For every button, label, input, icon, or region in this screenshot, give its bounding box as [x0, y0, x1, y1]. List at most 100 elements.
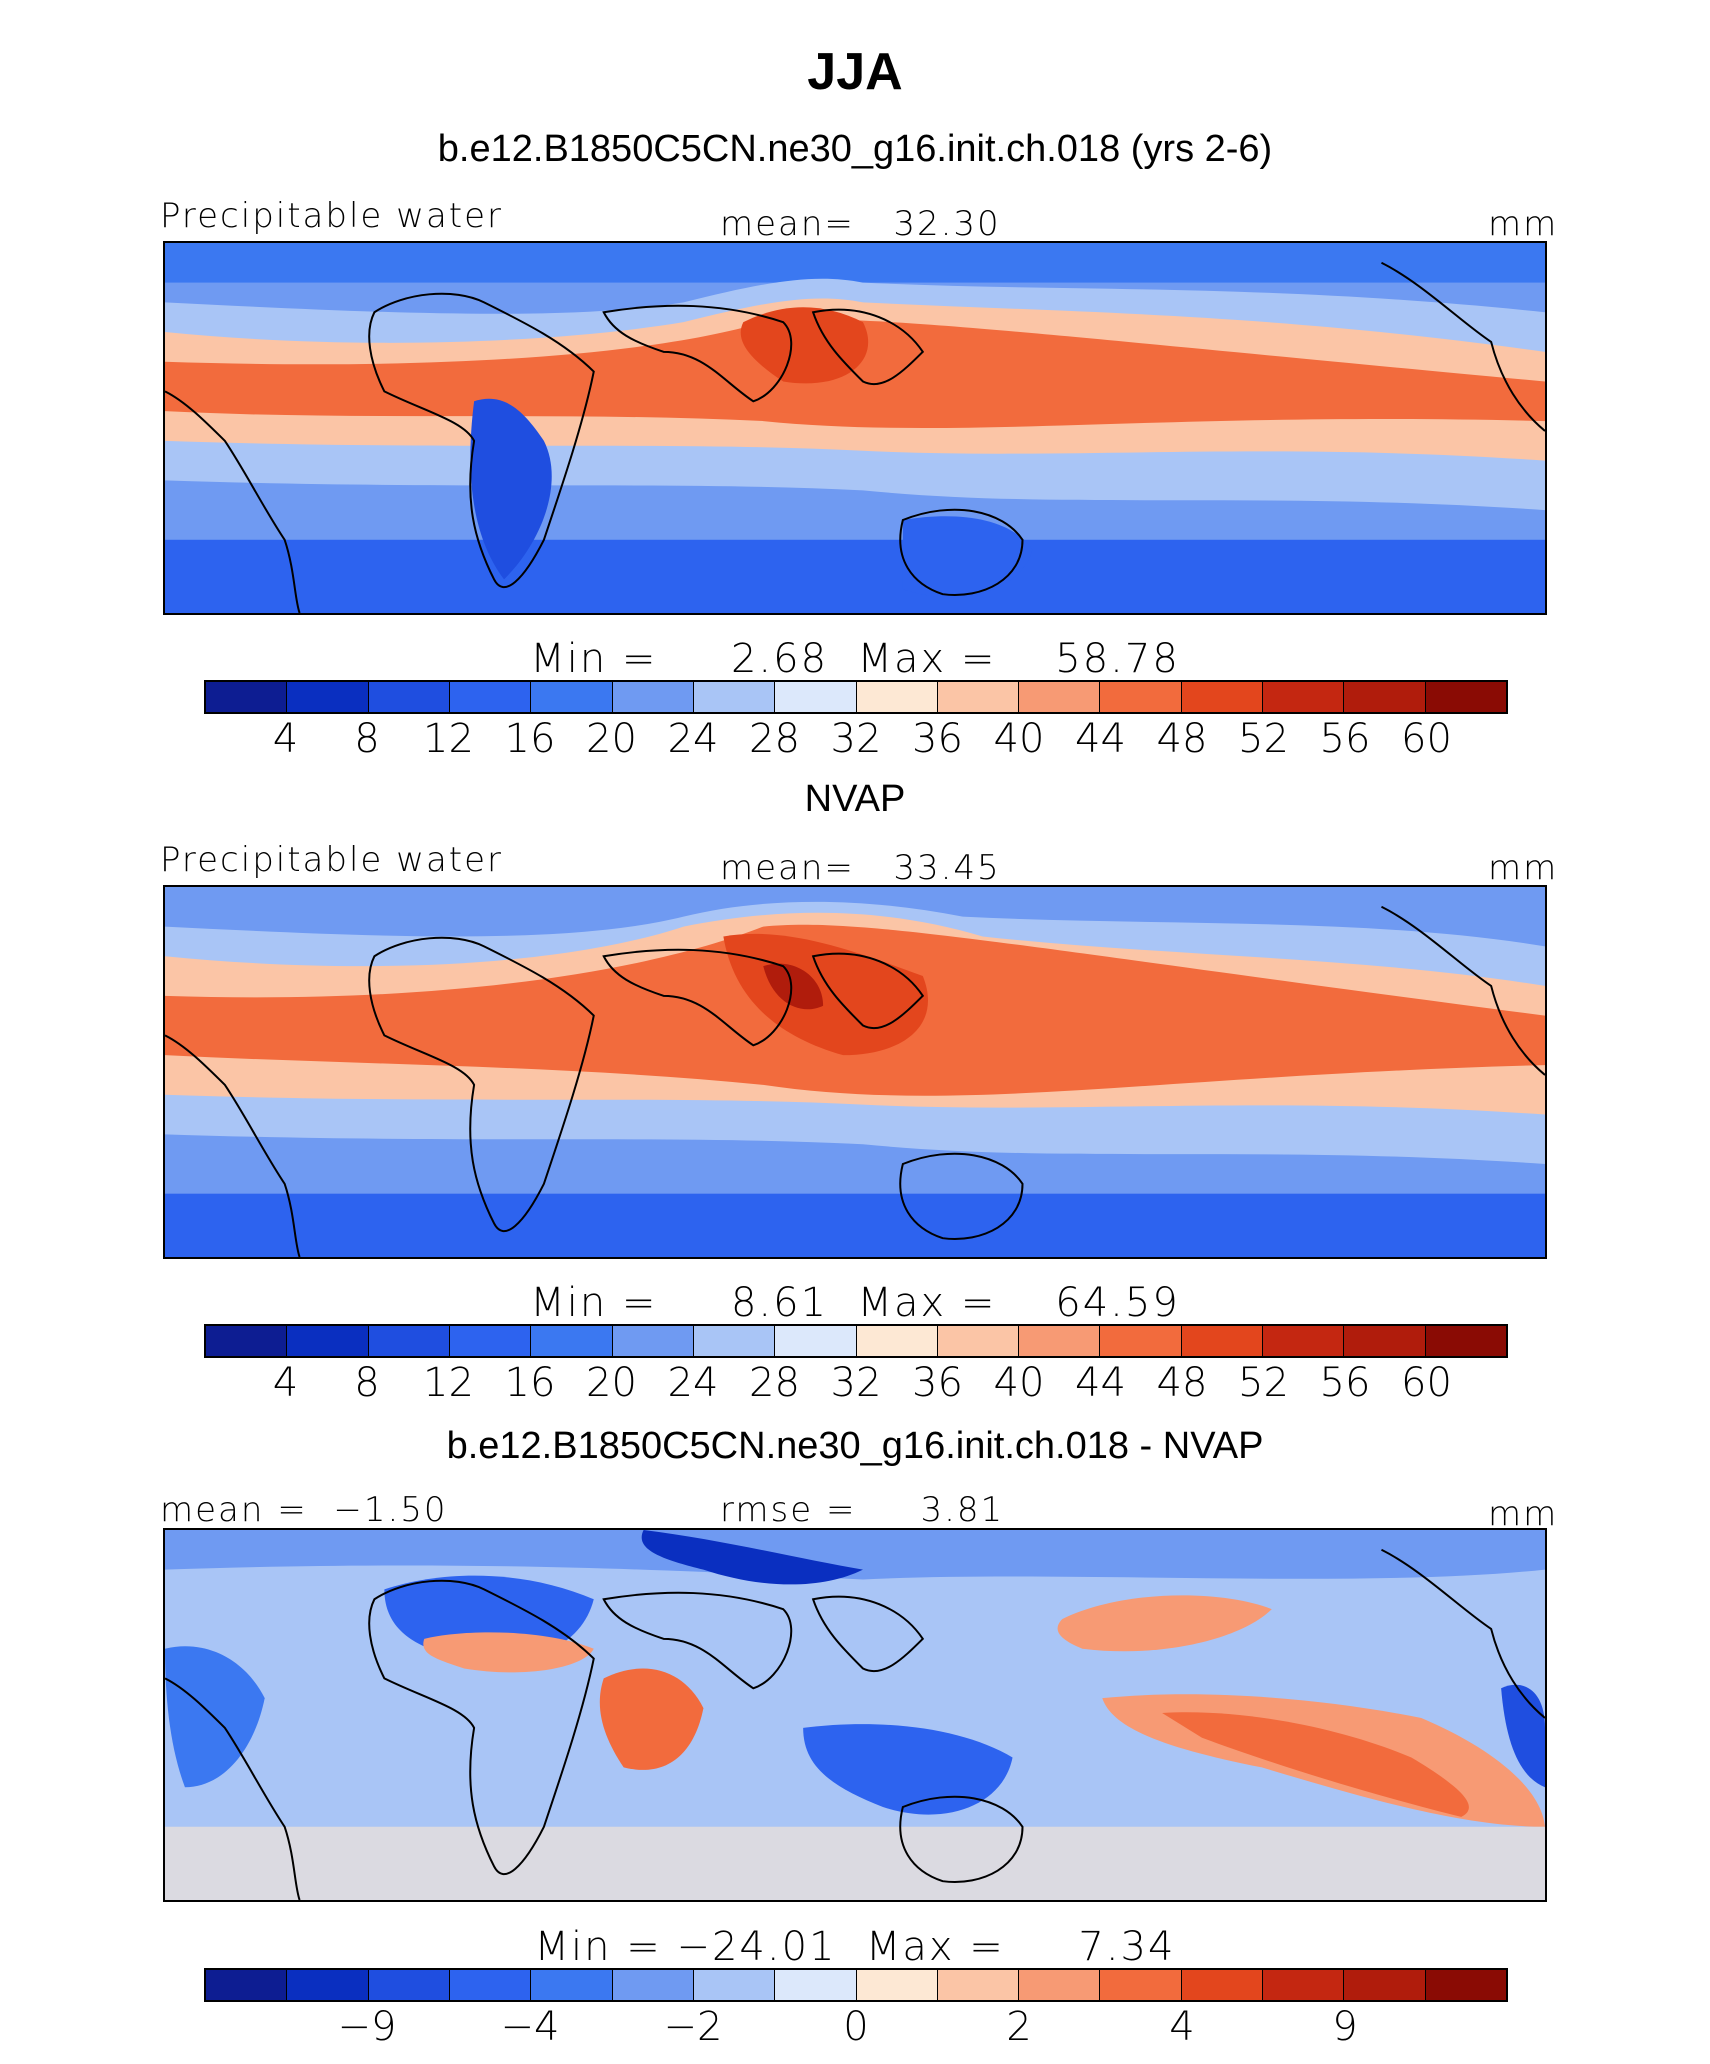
colorbar-cell	[206, 1970, 288, 2000]
colorbar-cell	[856, 1970, 938, 2000]
panel3-colorbar-ticks: −9 −4 −2 0 2 4 9	[204, 2004, 1508, 2050]
colorbar-tick-label: 24	[667, 1360, 719, 1406]
panel3-heading: b.e12.B1850C5CN.ne30_g16.init.ch.018 - N…	[446, 1425, 1264, 1467]
colorbar-tick-label: 52	[1238, 716, 1289, 762]
colorbar-tick-label: 48	[1156, 1360, 1208, 1406]
panel3-left-label: mean = −1.50	[160, 1490, 448, 1530]
colorbar-cell	[1019, 1326, 1101, 1356]
colorbar-cell	[693, 1970, 776, 2000]
panel3-colorbar	[204, 1968, 1508, 2002]
colorbar-tick-label: 24	[667, 716, 719, 762]
colorbar-cell	[937, 1326, 1020, 1356]
colorbar-tick-label: 28	[749, 716, 800, 762]
colorbar-cell	[1263, 682, 1345, 712]
colorbar-cell	[1181, 1326, 1264, 1356]
colorbar-cell	[1181, 682, 1264, 712]
colorbar-tick-label: −2	[663, 2004, 723, 2050]
colorbar-cell	[287, 1326, 369, 1356]
colorbar-cell	[1100, 1326, 1182, 1356]
panel2-center-label: mean= 33.45	[720, 848, 1001, 888]
colorbar-tick-label: 16	[504, 716, 556, 762]
colorbar-tick-label: 60	[1401, 1360, 1452, 1406]
colorbar-tick-label: 52	[1238, 1360, 1289, 1406]
panel3-map	[163, 1528, 1547, 1902]
colorbar-cell	[775, 1326, 857, 1356]
colorbar-cell	[531, 1970, 613, 2000]
panel1-colorbar-ticks: 4 8 12 16 20 24 28 32 36 40 44 48 52 56 60	[204, 716, 1508, 762]
colorbar-cell	[1263, 1326, 1345, 1356]
colorbar-cell	[1019, 1970, 1101, 2000]
colorbar-cell	[775, 682, 857, 712]
panel1-center-label: mean= 32.30	[720, 204, 1001, 244]
colorbar-tick-label: 8	[354, 716, 380, 762]
colorbar-cell	[1425, 1326, 1506, 1356]
colorbar-tick-label: 44	[1075, 716, 1126, 762]
colorbar-cell	[1344, 1326, 1426, 1356]
colorbar-cell	[937, 1970, 1020, 2000]
main-title: JJA	[807, 43, 903, 101]
colorbar-cell	[1019, 682, 1101, 712]
colorbar-cell	[1181, 1970, 1264, 2000]
colorbar-tick-label: 20	[586, 1360, 637, 1406]
panel2-heading: NVAP	[804, 778, 906, 820]
colorbar-tick-label: 36	[912, 716, 963, 762]
panel2-stats: Min = 8.61 Max = 64.59	[530, 1280, 1180, 1326]
colorbar-tick-label: 16	[504, 1360, 556, 1406]
colorbar-tick-label: 9	[1332, 2004, 1358, 2050]
panel2-colorbar	[204, 1324, 1508, 1358]
panel3-stats: Min = −24.01 Max = 7.34	[534, 1924, 1176, 1970]
panel1-colorbar	[204, 680, 1508, 714]
panel2-colorbar-ticks: 4 8 12 16 20 24 28 32 36 40 44 48 52 56 60	[204, 1360, 1508, 1406]
colorbar-tick-label: 2	[1006, 2004, 1032, 2050]
colorbar-cell	[531, 1326, 613, 1356]
colorbar-cell	[1100, 1970, 1182, 2000]
colorbar-cell	[1344, 682, 1426, 712]
panel1-right-label: mm	[1488, 204, 1559, 244]
colorbar-tick-label: 8	[354, 1360, 380, 1406]
colorbar-cell	[1263, 1970, 1345, 2000]
panel1-stats: Min = 2.68 Max = 58.78	[530, 636, 1180, 682]
colorbar-cell	[287, 682, 369, 712]
colorbar-cell	[1344, 1970, 1426, 2000]
colorbar-cell	[775, 1970, 857, 2000]
colorbar-tick-label: 20	[586, 716, 637, 762]
colorbar-tick-label: 12	[423, 716, 474, 762]
colorbar-cell	[368, 1326, 450, 1356]
colorbar-tick-label: 32	[830, 716, 882, 762]
colorbar-cell	[368, 1970, 450, 2000]
colorbar-cell	[693, 682, 776, 712]
colorbar-cell	[937, 682, 1020, 712]
colorbar-tick-label: 48	[1156, 716, 1208, 762]
panel3-right-label: mm	[1488, 1494, 1559, 1534]
colorbar-cell	[1425, 682, 1506, 712]
colorbar-tick-label: 28	[749, 1360, 800, 1406]
colorbar-tick-label: 36	[912, 1360, 963, 1406]
colorbar-tick-label: 4	[272, 716, 299, 762]
colorbar-tick-label: 32	[830, 1360, 882, 1406]
colorbar-cell	[612, 1326, 694, 1356]
colorbar-tick-label: 12	[423, 1360, 474, 1406]
panel2-right-label: mm	[1488, 848, 1559, 888]
colorbar-tick-label: −9	[337, 2004, 397, 2050]
panel1-heading: b.e12.B1850C5CN.ne30_g16.init.ch.018 (yr…	[437, 128, 1273, 170]
colorbar-cell	[856, 682, 938, 712]
colorbar-cell	[856, 1326, 938, 1356]
colorbar-cell	[1425, 1970, 1506, 2000]
colorbar-cell	[206, 682, 288, 712]
colorbar-cell	[368, 682, 450, 712]
colorbar-tick-label: 40	[993, 716, 1045, 762]
colorbar-cell	[693, 1326, 776, 1356]
colorbar-tick-label: 56	[1319, 1360, 1371, 1406]
colorbar-tick-label: 4	[1169, 2004, 1195, 2050]
colorbar-cell	[449, 1970, 532, 2000]
panel2-map	[163, 885, 1547, 1259]
colorbar-cell	[612, 1970, 694, 2000]
colorbar-tick-label: −4	[500, 2004, 560, 2050]
colorbar-tick-label: 60	[1401, 716, 1452, 762]
colorbar-tick-label: 4	[272, 1360, 299, 1406]
colorbar-tick-label: 40	[993, 1360, 1045, 1406]
colorbar-tick-label: 0	[843, 2004, 869, 2050]
colorbar-cell	[287, 1970, 369, 2000]
colorbar-cell	[612, 682, 694, 712]
panel1-map	[163, 241, 1547, 615]
